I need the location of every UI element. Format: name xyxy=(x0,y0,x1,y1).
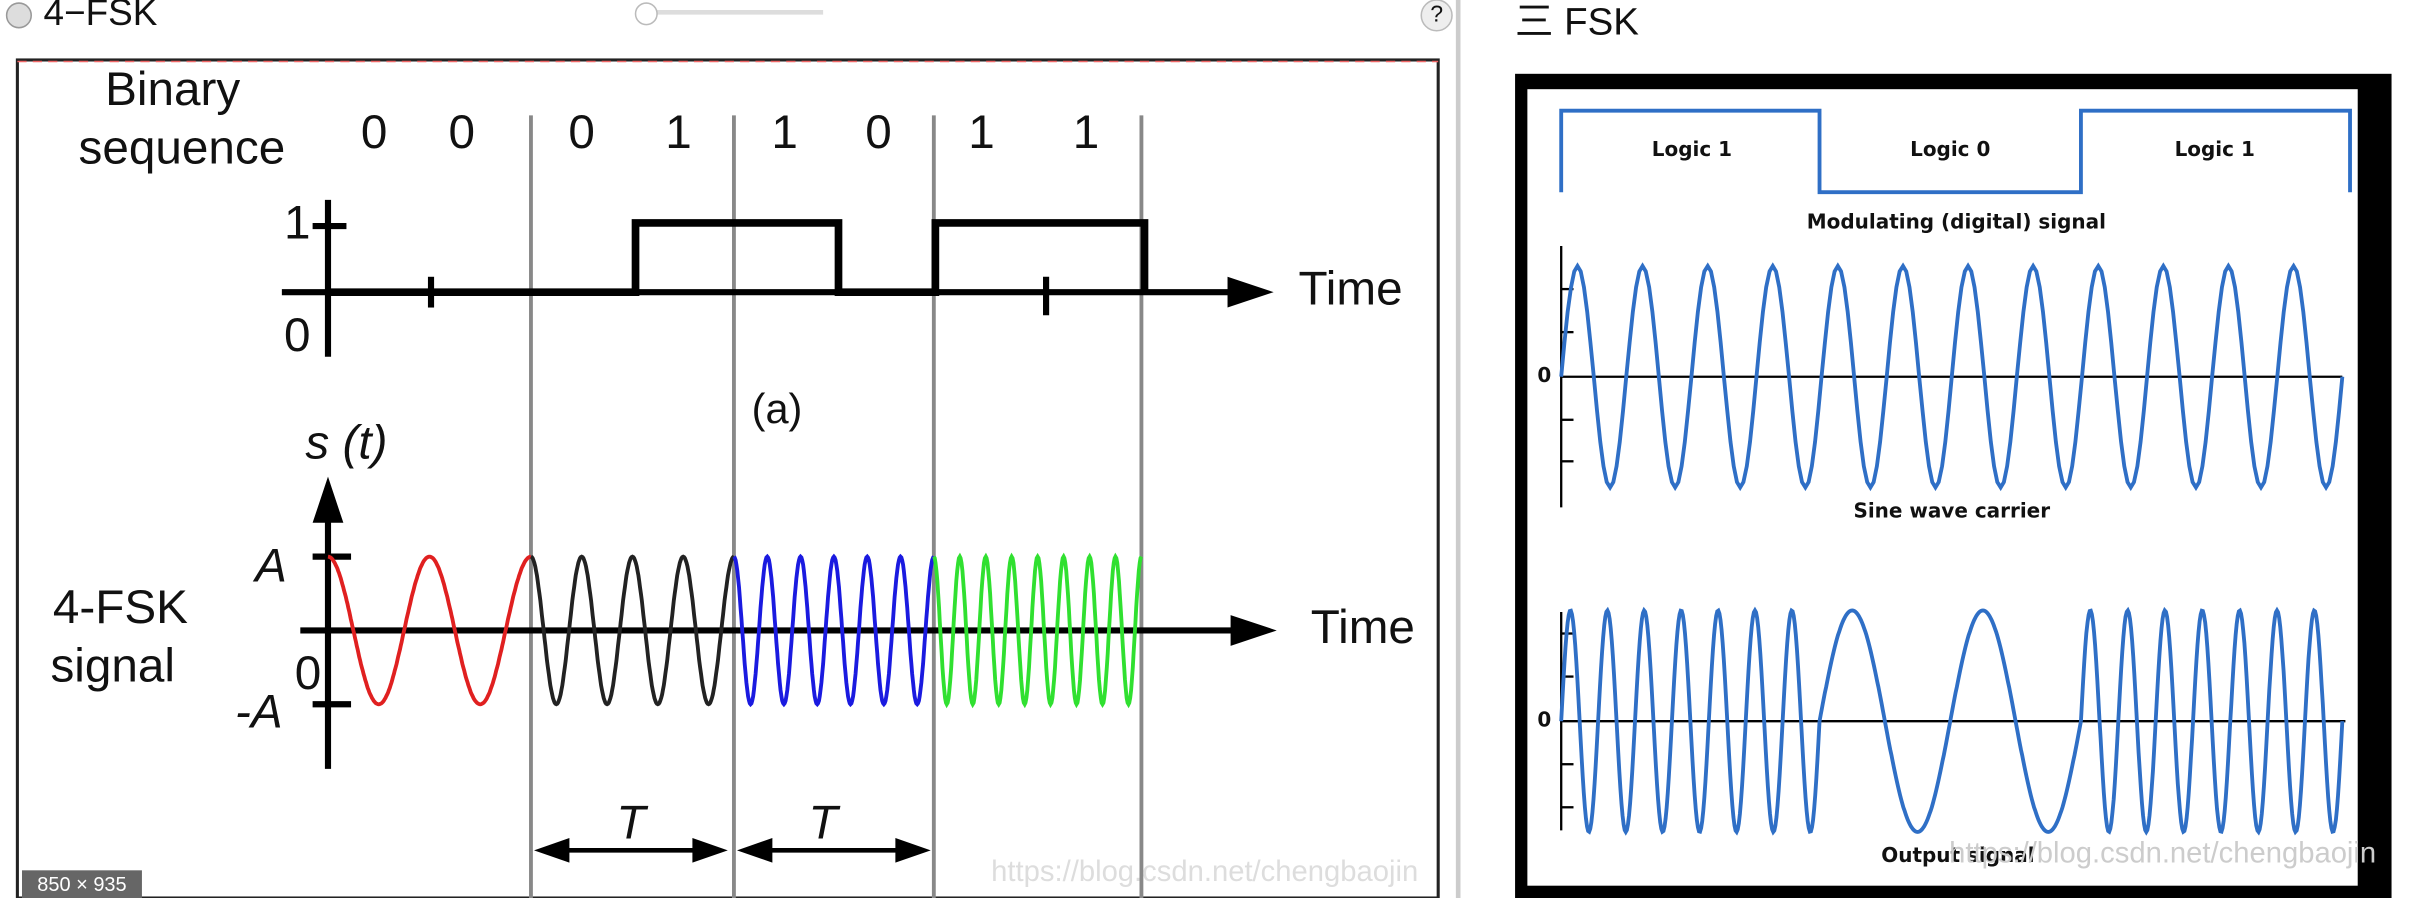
help-text: ? xyxy=(1430,0,1443,26)
bit: 1 xyxy=(771,106,798,159)
logic-label: Logic 1 xyxy=(1652,137,1732,161)
logic-label: Logic 0 xyxy=(1910,137,1990,161)
bit: 1 xyxy=(968,106,995,159)
watermark: https://blog.csdn.net/chengbaojin xyxy=(1949,838,2376,870)
fsk-diagram: Binary sequence 1 0 Time (a) s (t) A 0 -… xyxy=(50,63,1415,898)
axes xyxy=(281,199,1246,853)
left-image-frame xyxy=(15,58,1440,898)
bit: 0 xyxy=(568,106,595,159)
amplitude: A xyxy=(252,540,287,593)
fsk-right-diagram: Logic 1 Logic 0 Logic 1 Modulating (digi… xyxy=(1537,108,2352,867)
arrowheads xyxy=(312,276,1277,863)
fsk-tone xyxy=(732,553,936,708)
bit: 1 xyxy=(665,106,692,159)
size-badge xyxy=(21,870,142,898)
output-signal xyxy=(2079,606,2345,836)
fsk-tone xyxy=(327,554,532,707)
bit: 0 xyxy=(361,106,388,159)
zero-label: 0 xyxy=(1537,363,1551,387)
watermark: https://blog.csdn.net/chengbaojin xyxy=(991,856,1418,888)
right-title: 三 FSK xyxy=(1515,1,1639,44)
slider-handle[interactable] xyxy=(634,2,658,26)
caption: (a) xyxy=(752,385,803,432)
period: T xyxy=(809,796,841,849)
label: 4-FSK xyxy=(53,581,188,634)
caption: Output signal xyxy=(1881,843,2034,867)
bit: 1 xyxy=(1073,106,1100,159)
output-signal xyxy=(1559,606,1822,836)
bit: 0 xyxy=(865,106,892,159)
logic-label: Logic 1 xyxy=(2175,137,2255,161)
axis-label: Time xyxy=(1298,263,1402,316)
output-signal xyxy=(1817,608,2083,834)
close-icon[interactable] xyxy=(5,2,32,29)
period: T xyxy=(616,796,648,849)
label: signal xyxy=(50,639,175,692)
label: Binary xyxy=(105,63,240,116)
caption: Sine wave carrier xyxy=(1853,499,2050,523)
zero-label: 0 xyxy=(1537,708,1551,732)
amplitude: -A xyxy=(235,686,283,739)
label: sequence xyxy=(79,121,286,174)
fsk-tone xyxy=(530,554,735,707)
carrier xyxy=(1559,262,2345,492)
size-badge-text: 850 × 935 xyxy=(37,874,126,896)
left-title: 4−FSK xyxy=(44,0,158,33)
level: 1 xyxy=(284,197,311,250)
help-button[interactable] xyxy=(1420,0,1453,32)
axis-label: Time xyxy=(1311,601,1415,654)
bit: 0 xyxy=(449,106,476,159)
amplitude: 0 xyxy=(295,647,322,700)
caption: Modulating (digital) signal xyxy=(1807,209,2106,233)
level: 0 xyxy=(284,309,311,362)
modulating-signal xyxy=(1559,108,2352,195)
fsk-tone xyxy=(932,552,1144,709)
axis-label: s (t) xyxy=(305,417,387,470)
